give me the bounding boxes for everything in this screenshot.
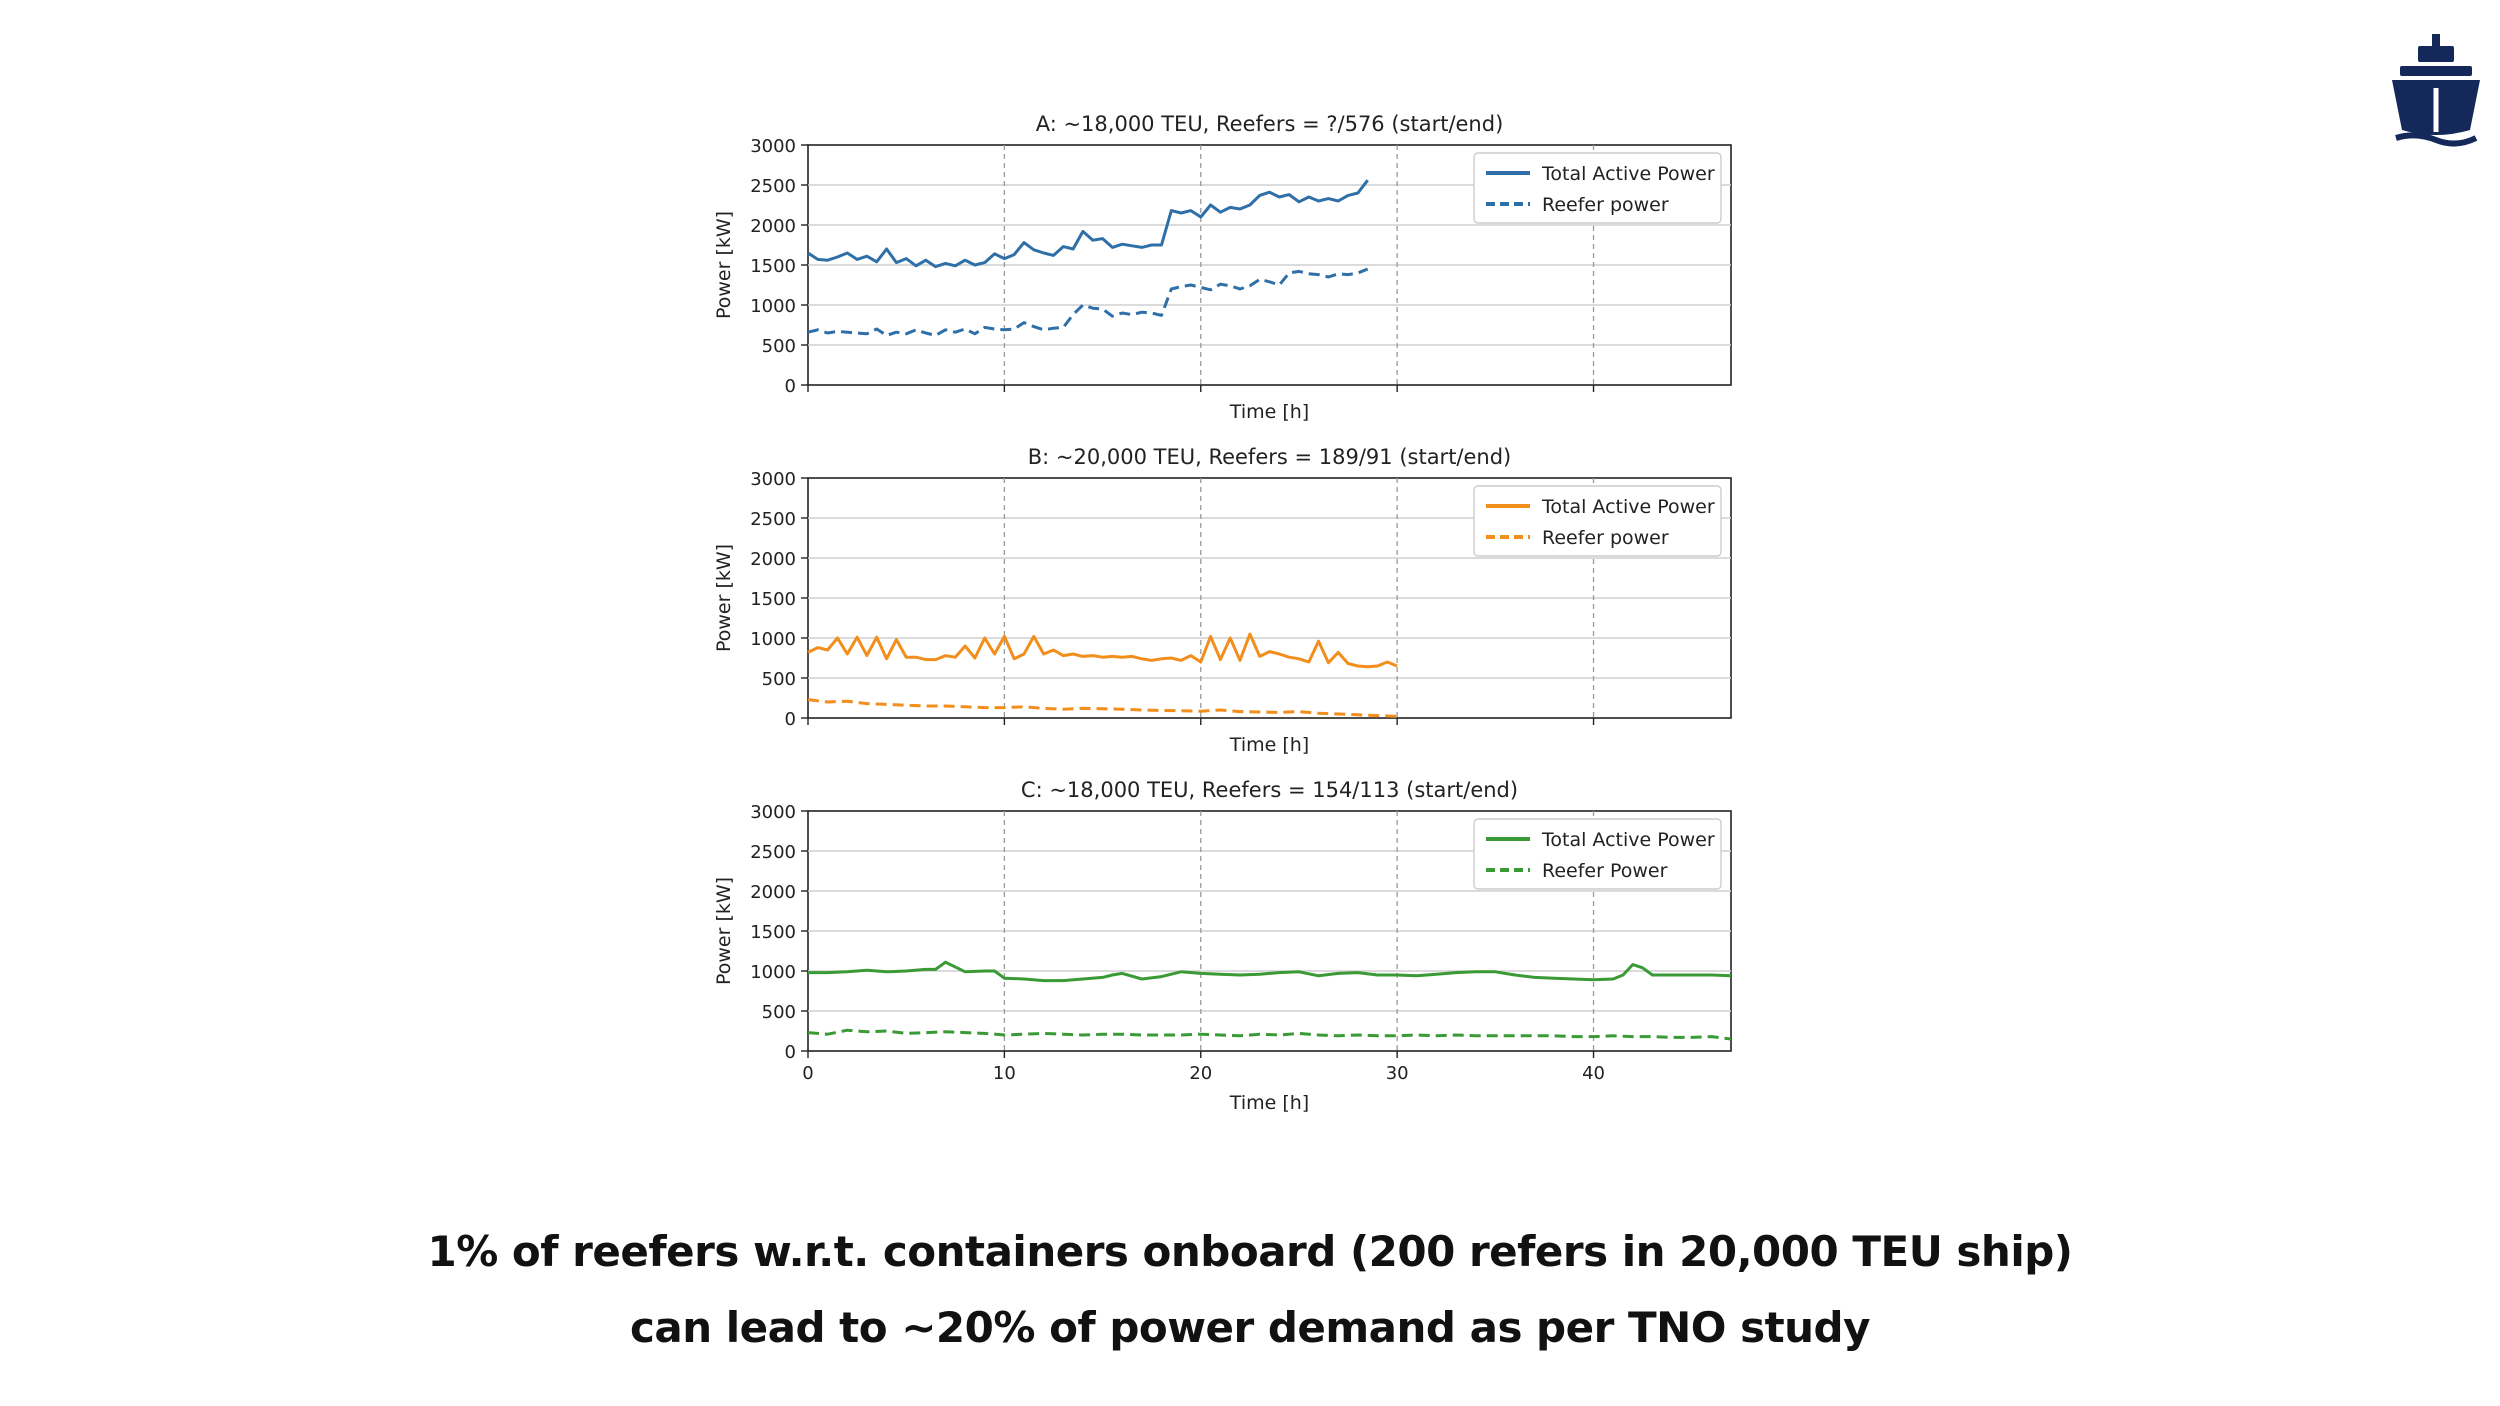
x-tick-label: 0 (802, 1063, 813, 1084)
y-tick-label: 2500 (750, 842, 796, 863)
ship-icon (2392, 34, 2480, 147)
legend-label: Reefer power (1542, 194, 1669, 216)
y-tick-label: 500 (762, 336, 796, 357)
y-tick-label: 2000 (750, 216, 796, 237)
y-axis-label: Power [kW] (713, 877, 735, 985)
series-line-1 (807, 267, 1369, 337)
legend-box (1473, 485, 1722, 557)
y-tick-label: 3000 (750, 802, 796, 823)
series-line-1 (807, 1028, 1732, 1041)
x-tick-label: 10 (993, 1063, 1016, 1084)
legend-label: Total Active Power (1541, 496, 1715, 518)
y-tick-label: 2500 (750, 176, 796, 197)
y-tick-label: 2000 (750, 882, 796, 903)
legend-label: Total Active Power (1541, 829, 1715, 851)
chart-2: C: ~18,000 TEU, Reefers = 154/113 (start… (713, 778, 1732, 1114)
x-tick-label: 30 (1386, 1063, 1409, 1084)
y-tick-label: 500 (762, 669, 796, 690)
legend-label: Reefer power (1542, 527, 1669, 549)
series-line-0 (807, 632, 1398, 669)
series-line-1 (807, 698, 1398, 718)
series-line-0 (808, 960, 1732, 983)
y-tick-label: 3000 (750, 469, 796, 490)
caption-line-1: 1% of reefers w.r.t. containers onboard … (427, 1227, 2073, 1276)
y-tick-label: 0 (785, 709, 796, 730)
y-tick-label: 2000 (750, 549, 796, 570)
legend-box (1473, 818, 1722, 890)
y-axis-label: Power [kW] (713, 544, 735, 652)
chart-1: B: ~20,000 TEU, Reefers = 189/91 (start/… (713, 445, 1732, 756)
legend-box (1473, 152, 1722, 224)
y-tick-label: 3000 (750, 136, 796, 157)
chart-title: B: ~20,000 TEU, Reefers = 189/91 (start/… (1028, 445, 1512, 469)
y-axis-label: Power [kW] (713, 211, 735, 319)
y-tick-label: 1000 (750, 629, 796, 650)
x-axis-label: Time [h] (1229, 401, 1309, 423)
legend-label: Total Active Power (1541, 163, 1715, 185)
caption-line-2: can lead to ~20% of power demand as per … (630, 1303, 1871, 1352)
y-tick-label: 0 (785, 376, 796, 397)
x-axis-label: Time [h] (1229, 1092, 1309, 1114)
y-tick-label: 1000 (750, 962, 796, 983)
x-tick-label: 20 (1189, 1063, 1212, 1084)
y-tick-label: 0 (785, 1042, 796, 1063)
y-tick-label: 2500 (750, 509, 796, 530)
chart-0: A: ~18,000 TEU, Reefers = ?/576 (start/e… (713, 112, 1732, 423)
y-tick-label: 1000 (750, 296, 796, 317)
y-tick-label: 1500 (750, 256, 796, 277)
y-tick-label: 500 (762, 1002, 796, 1023)
y-tick-label: 1500 (750, 922, 796, 943)
y-tick-label: 1500 (750, 589, 796, 610)
chart-title: C: ~18,000 TEU, Reefers = 154/113 (start… (1021, 778, 1518, 802)
x-axis-label: Time [h] (1229, 734, 1309, 756)
legend-label: Reefer Power (1542, 860, 1668, 882)
chart-title: A: ~18,000 TEU, Reefers = ?/576 (start/e… (1036, 112, 1504, 136)
series-line-0 (807, 179, 1369, 269)
x-tick-label: 40 (1582, 1063, 1605, 1084)
